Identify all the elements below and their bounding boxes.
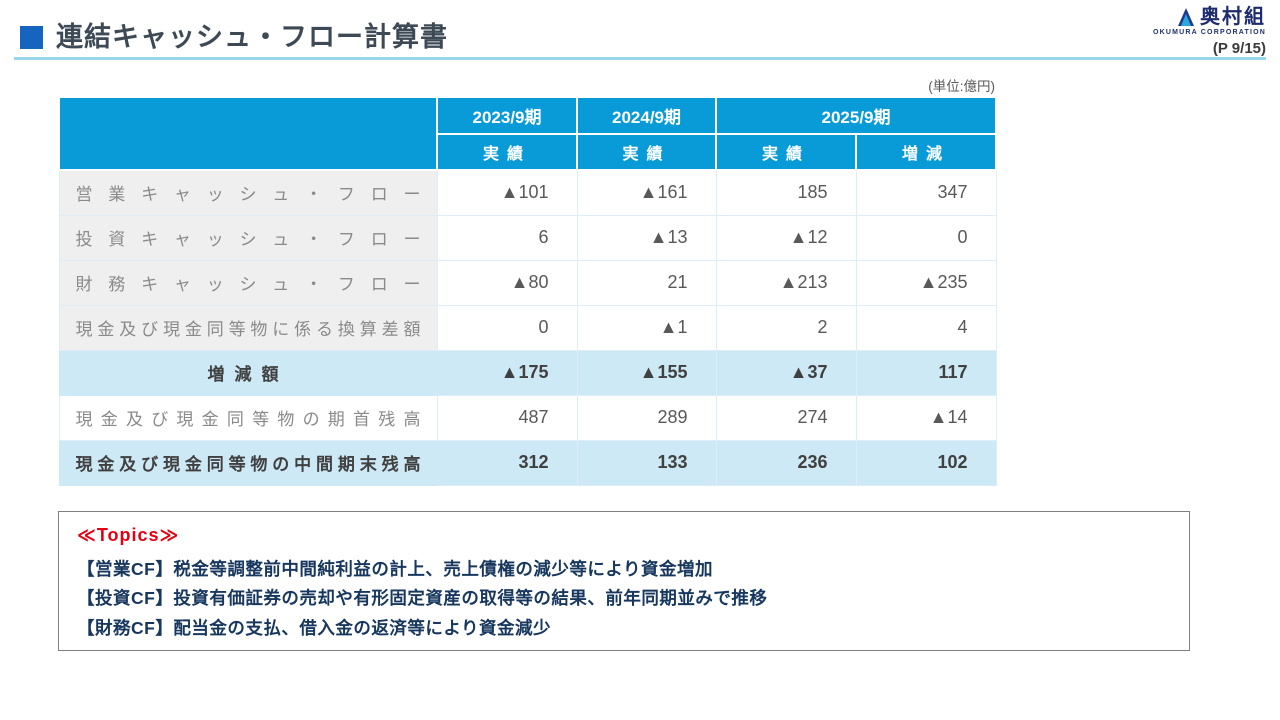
topic-financing-cf: 【財務CF】配当金の支払、借入金の返済等により資金減少	[77, 617, 551, 638]
okumura-logo-icon	[1176, 8, 1196, 26]
cell-2023: 6	[436, 214, 578, 261]
table-corner-cell	[58, 96, 438, 171]
table-row-net-change: 増減額 ▲175 ▲155 ▲37 117	[58, 349, 997, 396]
company-logo-block: 奥村組 OKUMURA CORPORATION (P 9/15)	[1153, 6, 1266, 57]
cell-2024: ▲155	[576, 349, 717, 396]
cell-2025-actual: ▲37	[715, 349, 857, 396]
cell-2024: ▲1	[576, 304, 717, 351]
topics-heading: ≪Topics≫	[77, 525, 180, 545]
table-row-ending-balance: 現金及び現金同等物の中間期末残高 312 133 236 102	[58, 439, 997, 486]
row-label: 財務キャッシュ・フロー	[58, 259, 438, 306]
table-header-sub: 実績 実績 実績 増減	[59, 133, 997, 171]
row-label: 現金及び現金同等物に係る換算差額	[58, 304, 438, 351]
col-header-2024: 2024/9期	[576, 96, 717, 135]
cell-2025-actual: ▲12	[715, 214, 857, 261]
cashflow-table: 2023/9期 2024/9期 2025/9期 実績 実績 実績 増減 営業キャ…	[58, 96, 997, 486]
table-row-beginning-balance: 現金及び現金同等物の期首残高 487 289 274 ▲14	[58, 394, 997, 441]
cell-2025-change: ▲14	[855, 394, 997, 441]
row-label: 増減額	[58, 349, 438, 396]
sub-header-2024-actual: 実績	[576, 133, 717, 171]
cell-2023: ▲175	[436, 349, 578, 396]
topic-investing-cf: 【投資CF】投資有価証券の売却や有形固定資産の取得等の結果、前年同期並みで推移	[77, 588, 768, 609]
row-label: 営業キャッシュ・フロー	[58, 169, 438, 216]
table-row-financing-cf: 財務キャッシュ・フロー ▲80 21 ▲213 ▲235	[58, 259, 997, 306]
cell-2025-change: 117	[855, 349, 997, 396]
cell-2023: 312	[436, 439, 578, 486]
table-header-years: 2023/9期 2024/9期 2025/9期	[58, 96, 997, 171]
table-row-investing-cf: 投資キャッシュ・フロー 6 ▲13 ▲12 0	[58, 214, 997, 261]
cell-2025-change: ▲235	[855, 259, 997, 306]
title-divider	[14, 57, 1266, 60]
cell-2025-actual: 2	[715, 304, 857, 351]
topics-box: ≪Topics≫ 【営業CF】税金等調整前中間純利益の計上、売上債権の減少等によ…	[58, 511, 1190, 651]
slide-header: 連結キャッシュ・フロー計算書	[20, 24, 448, 51]
cell-2024: 133	[576, 439, 717, 486]
sub-header-2025-actual: 実績	[715, 133, 857, 171]
cell-2025-actual: 236	[715, 439, 857, 486]
sub-header-2025-change: 増減	[855, 133, 997, 171]
cell-2025-change: 102	[855, 439, 997, 486]
col-header-2025: 2025/9期	[715, 96, 997, 135]
title-bullet-square-icon	[20, 26, 43, 49]
cell-2023: ▲101	[436, 169, 578, 216]
page-title: 連結キャッシュ・フロー計算書	[56, 22, 448, 52]
cell-2025-actual: ▲213	[715, 259, 857, 306]
row-label: 現金及び現金同等物の期首残高	[58, 394, 438, 441]
logo-subtitle: OKUMURA CORPORATION	[1152, 29, 1266, 36]
cell-2023: 0	[436, 304, 578, 351]
cell-2024: 289	[576, 394, 717, 441]
topic-operating-cf: 【営業CF】税金等調整前中間純利益の計上、売上債権の減少等により資金増加	[77, 559, 713, 579]
cell-2025-change: 347	[855, 169, 997, 216]
table-row-exchange-difference: 現金及び現金同等物に係る換算差額 0 ▲1 2 4	[58, 304, 997, 351]
cell-2023: ▲80	[436, 259, 578, 306]
sub-header-2023-actual: 実績	[436, 133, 578, 171]
table-row-operating-cf: 営業キャッシュ・フロー ▲101 ▲161 185 347	[58, 169, 997, 216]
cell-2025-actual: 185	[715, 169, 857, 216]
cell-2025-change: 0	[855, 214, 997, 261]
cell-2024: ▲13	[576, 214, 717, 261]
cell-2024: 21	[576, 259, 717, 306]
cell-2025-actual: 274	[715, 394, 857, 441]
cell-2023: 487	[436, 394, 578, 441]
row-label: 投資キャッシュ・フロー	[58, 214, 438, 261]
unit-label: (単位:億円)	[928, 79, 995, 94]
logo-company-name: 奥村組	[1200, 6, 1266, 28]
logo-row: 奥村組	[1153, 6, 1266, 28]
col-header-2023: 2023/9期	[436, 96, 578, 135]
page-number: (P 9/15)	[1212, 40, 1266, 57]
cell-2025-change: 4	[855, 304, 997, 351]
row-label: 現金及び現金同等物の中間期末残高	[58, 439, 438, 486]
cell-2024: ▲161	[576, 169, 717, 216]
